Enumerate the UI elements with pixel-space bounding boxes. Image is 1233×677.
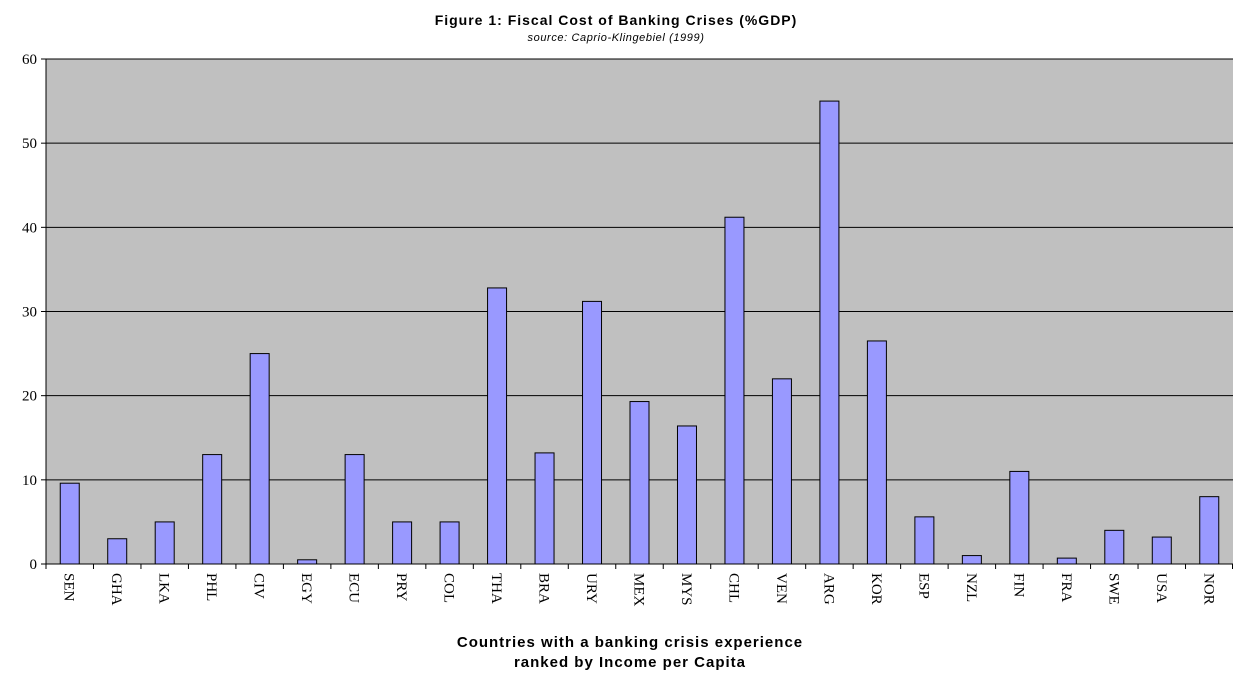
bar-lka [154, 521, 175, 565]
chart-title: Figure 1: Fiscal Cost of Banking Crises … [435, 12, 798, 28]
chart-subtitle: source: Caprio-Klingebiel (1999) [528, 32, 705, 44]
bar-usa [1151, 536, 1172, 565]
x-tick-label: THA [488, 573, 504, 604]
bar-civ [249, 353, 270, 565]
bar-bra [534, 452, 555, 565]
bar-phl [202, 454, 223, 565]
x-tick-label: VEN [773, 573, 789, 604]
y-tick-label: 20 [22, 389, 37, 405]
bar-ury [582, 300, 603, 565]
y-tick-label: 40 [22, 220, 37, 236]
x-tick-label: PHL [203, 573, 219, 601]
bar-sen [59, 482, 80, 565]
bar-fra [1056, 557, 1077, 565]
y-tick-label: 50 [22, 136, 37, 152]
x-tick-label: MYS [678, 573, 694, 606]
y-tick-label: 60 [22, 52, 37, 68]
bars [59, 100, 1220, 565]
y-axis: 0 10 20 30 40 50 60 [22, 52, 47, 573]
x-tick-label: FRA [1058, 573, 1074, 602]
bar-ecu [344, 454, 365, 565]
x-tick-label: ESP [915, 573, 931, 599]
x-tick-label: USA [1153, 573, 1169, 603]
x-tick-label: NZL [963, 573, 979, 602]
x-tick-label: PRY [393, 573, 409, 602]
y-tick-label: 0 [30, 557, 38, 573]
bar-ven [771, 378, 792, 565]
x-tick-label: NOR [1200, 573, 1216, 605]
bar-fin [1009, 470, 1030, 565]
y-tick-label: 10 [22, 473, 37, 489]
x-tick-label: COL [441, 573, 457, 603]
y-tick-label: 30 [22, 305, 37, 321]
x-axis: SEN GHA LKA PHL CIV EGY ECU PRY COL THA BRA URY MEX M… [45, 563, 1233, 607]
x-tick-label: EGY [298, 573, 314, 604]
bar-mex [629, 401, 650, 565]
x-axis-label-line-2: ranked by Income per Capita [514, 654, 746, 671]
x-tick-label: CHL [725, 573, 741, 603]
x-tick-label: GHA [108, 573, 124, 606]
x-tick-label: URY [583, 573, 599, 604]
x-tick-label: SEN [61, 573, 77, 602]
bar-chl [724, 216, 745, 565]
bar-col [439, 521, 460, 565]
x-tick-label: SWE [1105, 573, 1121, 605]
bar-mys [676, 425, 697, 565]
x-tick-label: MEX [631, 573, 647, 607]
x-tick-label: KOR [868, 573, 884, 605]
x-tick-label: ECU [346, 573, 362, 603]
x-tick-label: FIN [1010, 573, 1026, 597]
bar-pry [392, 521, 413, 565]
bar-kor [866, 340, 887, 565]
bar-nzl [961, 555, 982, 565]
bar-arg [819, 100, 840, 565]
bar-swe [1104, 529, 1125, 565]
x-tick-label: BRA [536, 573, 552, 604]
bar-nor [1199, 496, 1220, 565]
x-axis-label-line-1: Countries with a banking crisis experien… [457, 634, 803, 651]
bar-gha [107, 538, 128, 565]
x-tick-label: ARG [820, 573, 836, 605]
bar-egy [297, 559, 318, 565]
x-tick-label: CIV [251, 573, 267, 599]
x-tick-label: LKA [156, 573, 172, 604]
bar-tha [487, 287, 508, 565]
bar-esp [914, 516, 935, 565]
